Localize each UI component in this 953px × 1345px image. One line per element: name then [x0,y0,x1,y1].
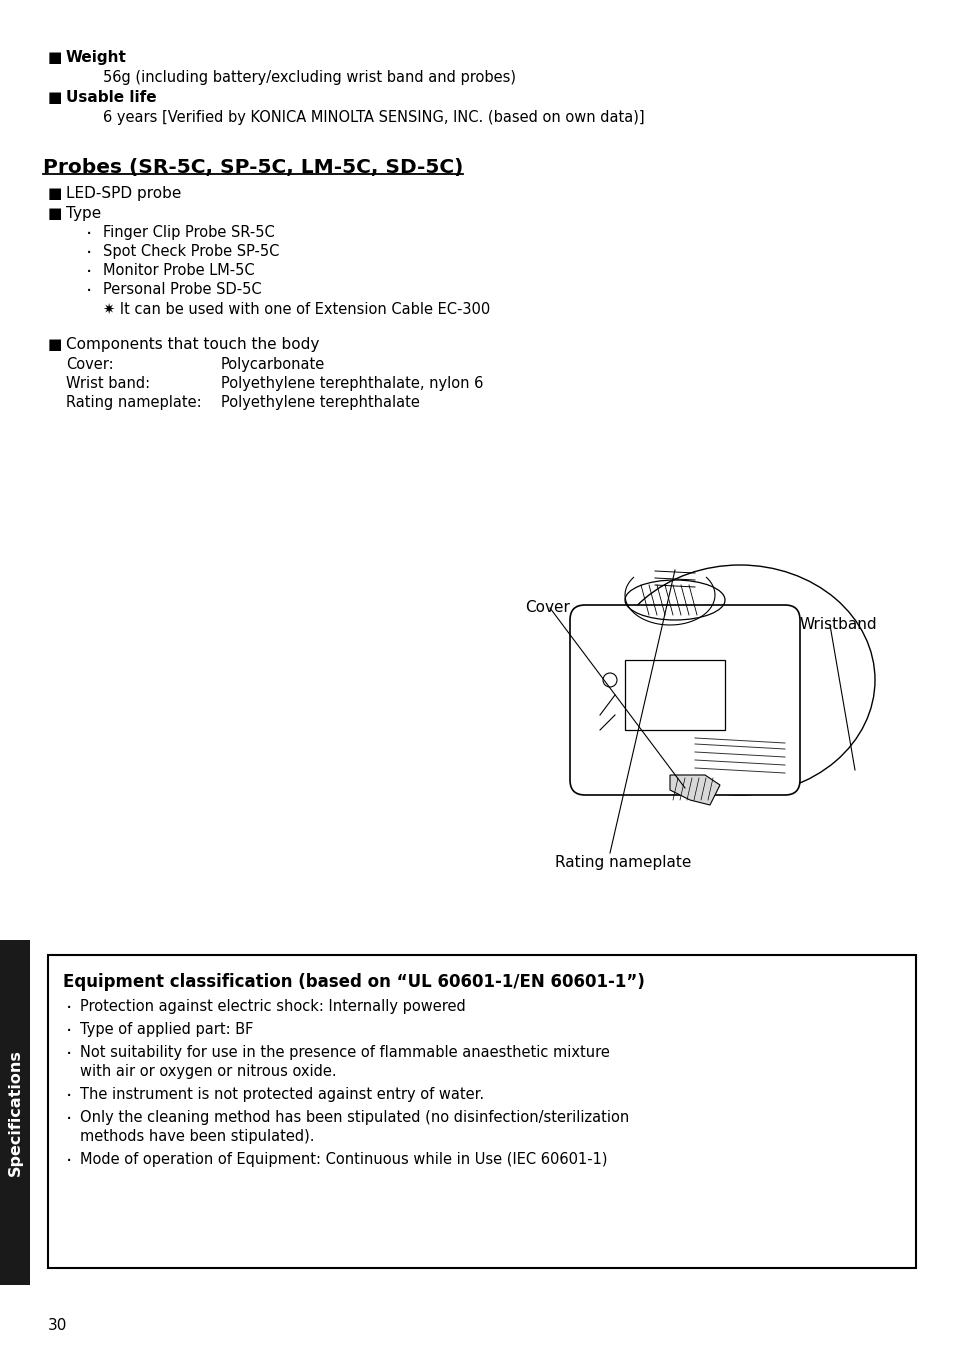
Polygon shape [669,775,720,806]
Text: Usable life: Usable life [66,90,156,105]
Text: 6 years [Verified by KONICA MINOLTA SENSING, INC. (based on own data)]: 6 years [Verified by KONICA MINOLTA SENS… [103,110,644,125]
Text: Rating nameplate:: Rating nameplate: [66,395,201,410]
Text: Equipment classification (based on “UL 60601-1/EN 60601-1”): Equipment classification (based on “UL 6… [63,972,644,991]
Text: Type of applied part: BF: Type of applied part: BF [80,1022,253,1037]
Text: with air or oxygen or nitrous oxide.: with air or oxygen or nitrous oxide. [80,1064,336,1079]
Text: ■: ■ [48,206,62,221]
Text: Only the cleaning method has been stipulated (no disinfection/sterilization: Only the cleaning method has been stipul… [80,1110,629,1124]
Text: ·: · [66,1087,72,1106]
Text: LED-SPD probe: LED-SPD probe [66,186,181,200]
Text: Polycarbonate: Polycarbonate [221,356,325,373]
Text: Wrist band:: Wrist band: [66,377,150,391]
Text: Not suitability for use in the presence of flammable anaesthetic mixture: Not suitability for use in the presence … [80,1045,609,1060]
Text: Wristband: Wristband [800,617,877,632]
Text: Mode of operation of Equipment: Continuous while in Use (IEC 60601-1): Mode of operation of Equipment: Continuo… [80,1153,607,1167]
Bar [0,940,30,1284]
Text: ·: · [66,1110,72,1128]
Text: Components that touch the body: Components that touch the body [66,338,319,352]
FancyBboxPatch shape [569,605,800,795]
Text: Cover: Cover [524,600,569,615]
Text: ✷ It can be used with one of Extension Cable EC-300: ✷ It can be used with one of Extension C… [103,303,490,317]
Text: methods have been stipulated).: methods have been stipulated). [80,1128,314,1145]
Text: 56g (including battery/excluding wrist band and probes): 56g (including battery/excluding wrist b… [103,70,516,85]
Text: ·: · [86,225,92,243]
Text: ■: ■ [48,90,62,105]
Text: Cover:: Cover: [66,356,113,373]
Text: Specifications: Specifications [8,1049,23,1176]
Text: Monitor Probe LM-5C: Monitor Probe LM-5C [103,264,254,278]
Text: ■: ■ [48,338,62,352]
Text: Type: Type [66,206,101,221]
Text: ·: · [66,1022,72,1041]
Text: The instrument is not protected against entry of water.: The instrument is not protected against … [80,1087,483,1102]
Text: ■: ■ [48,50,62,65]
Text: ·: · [66,999,72,1018]
Text: Polyethylene terephthalate, nylon 6: Polyethylene terephthalate, nylon 6 [221,377,483,391]
Text: Spot Check Probe SP-5C: Spot Check Probe SP-5C [103,243,279,260]
Text: 30: 30 [48,1318,68,1333]
Text: Polyethylene terephthalate: Polyethylene terephthalate [221,395,419,410]
Text: ·: · [66,1153,72,1171]
Text: ·: · [86,264,92,282]
Text: Protection against electric shock: Internally powered: Protection against electric shock: Inter… [80,999,465,1014]
Bar [48,955,915,1268]
Text: Personal Probe SD-5C: Personal Probe SD-5C [103,282,261,297]
Text: Finger Clip Probe SR-5C: Finger Clip Probe SR-5C [103,225,274,239]
Text: ·: · [66,1045,72,1064]
Text: ·: · [86,282,92,301]
Text: ■: ■ [48,186,62,200]
Bar [624,660,724,730]
Text: Weight: Weight [66,50,127,65]
Text: ·: · [86,243,92,264]
Text: Probes (SR-5C, SP-5C, LM-5C, SD-5C): Probes (SR-5C, SP-5C, LM-5C, SD-5C) [43,157,463,178]
Text: Rating nameplate: Rating nameplate [555,855,691,870]
